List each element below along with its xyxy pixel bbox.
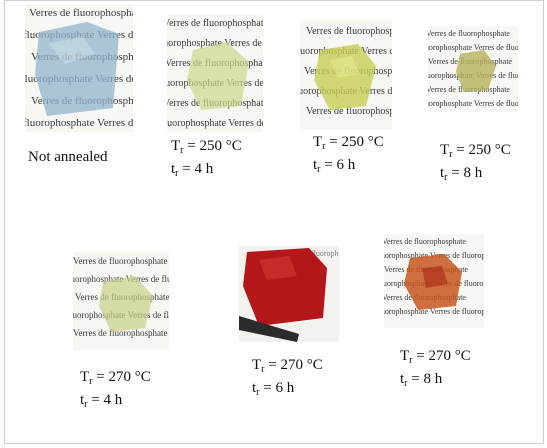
bg-text-line: Verres de fluorophosphate [73, 328, 167, 338]
figure-frame [4, 0, 544, 444]
bg-text-line: fluorophosphate Verres de fluorophosphat… [25, 117, 133, 129]
tweezers [239, 316, 299, 342]
caption-not-annealed: Not annealed [28, 148, 108, 166]
bg-text-line: Verres de fluorophosphate [73, 256, 167, 266]
bg-text-line: Verres de fluorophosphate [428, 29, 510, 38]
bg-text-line: Verres de fluorophosphate [167, 18, 263, 29]
glass-sample [35, 22, 119, 116]
glass-sample [456, 50, 496, 92]
bg-text-line: fluorophosphate Verres de fluorophosphat… [384, 307, 484, 316]
caption-line1: Not annealed [28, 149, 108, 165]
bg-text-line: Verres de fluorophosphate [306, 106, 392, 117]
bg-text-line: fluorophosphate Verres de fluorophosphat… [428, 43, 518, 52]
bg-text-line: Verres de fluorophosphate [29, 7, 133, 19]
glass-sample [314, 44, 376, 110]
sample-photo-250c-4h: Verres de fluorophosphate fluorophosphat… [167, 14, 263, 132]
glass-sample [99, 276, 153, 332]
sample-photo-250c-8h: Verres de fluorophosphate fluorophosphat… [428, 26, 518, 112]
caption-270c-8h: Tr = 270 °C tr = 8 h [400, 348, 471, 389]
sample-photo-not-annealed: Verres de fluorophosphate fluorophosphat… [25, 4, 133, 132]
sample-photo-270c-8h: Verres de fluorophosphate fluorophosphat… [384, 234, 484, 328]
bg-text-line: Verres de fluorophosphate [384, 237, 466, 246]
caption-250c-6h: Tr = 250 °C tr = 6 h [313, 134, 384, 175]
caption-270c-4h: Tr = 270 °C tr = 4 h [80, 369, 151, 410]
caption-270c-6h: Tr = 270 °C tr = 6 h [252, 357, 323, 398]
bg-text-line: fluorophosphate Verres de fluorophosphat… [167, 38, 263, 49]
sample-photo-270c-4h: Verres de fluorophosphate fluorophosphat… [73, 252, 169, 350]
glass-sample [187, 42, 249, 110]
caption-250c-4h: Tr = 250 °C tr = 4 h [171, 138, 242, 179]
sample-photo-250c-6h: Verres de fluorophosphate fluorophosphat… [300, 20, 392, 130]
sample-photo-270c-6h: Verres de fluorophosphate [239, 246, 339, 342]
bg-text-line: fluorophosphate Verres de fluorophosphat… [167, 118, 263, 129]
bg-text-line: fluorophosphate Verres de fluorophosphat… [428, 99, 518, 108]
bg-text-line: Verres de fluorophosphate [306, 26, 392, 37]
caption-250c-8h: Tr = 250 °C tr = 8 h [440, 142, 511, 183]
